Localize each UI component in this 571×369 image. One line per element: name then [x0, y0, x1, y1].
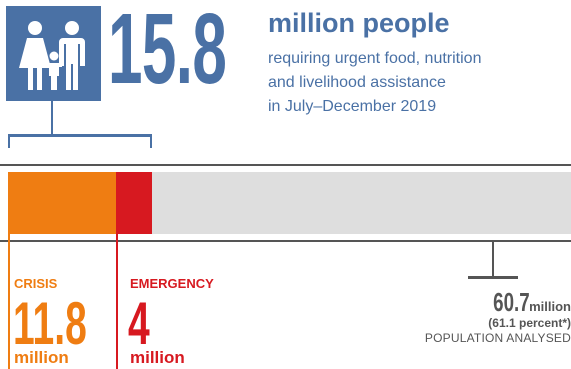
bracket-right-tick [150, 134, 152, 148]
emergency-unit: million [130, 348, 185, 367]
analysed-unit: million [529, 299, 571, 314]
emergency-label: EMERGENCY [130, 276, 214, 291]
analysed-value: 60.7 [492, 287, 530, 317]
top-rule [0, 164, 571, 166]
analysed-percent: (61.1 percent*) [488, 316, 571, 330]
headline-description-line-2: and livelihood assistance [268, 74, 446, 91]
headline-number: 15.8 [108, 0, 227, 105]
emergency-value: 4 [128, 290, 150, 357]
crisis-bar-segment [8, 172, 116, 234]
population-analysed: 60.7million (61.1 percent*) POPULATION A… [411, 288, 571, 346]
bottom-rule [0, 240, 571, 242]
headline-description-line-1: requiring urgent food, nutrition [268, 50, 482, 67]
bracket-stem [51, 101, 53, 135]
analysed-label: POPULATION ANALYSED [424, 331, 571, 345]
emergency-lead-line [116, 234, 118, 369]
analysed-tick-bar [468, 276, 518, 279]
analysed-tick-stem [492, 242, 494, 276]
bracket-left-tick [8, 134, 10, 148]
family-icon [6, 6, 101, 101]
bracket-bar [8, 134, 152, 137]
headline-unit: million people [268, 8, 450, 38]
crisis-label: CRISIS [14, 276, 58, 291]
crisis-lead-line [8, 234, 10, 369]
crisis-value: 11.8 [13, 290, 87, 357]
emergency-bar-segment [116, 172, 152, 234]
crisis-unit: million [14, 348, 69, 367]
headline-description-line-3: in July–December 2019 [268, 98, 437, 115]
